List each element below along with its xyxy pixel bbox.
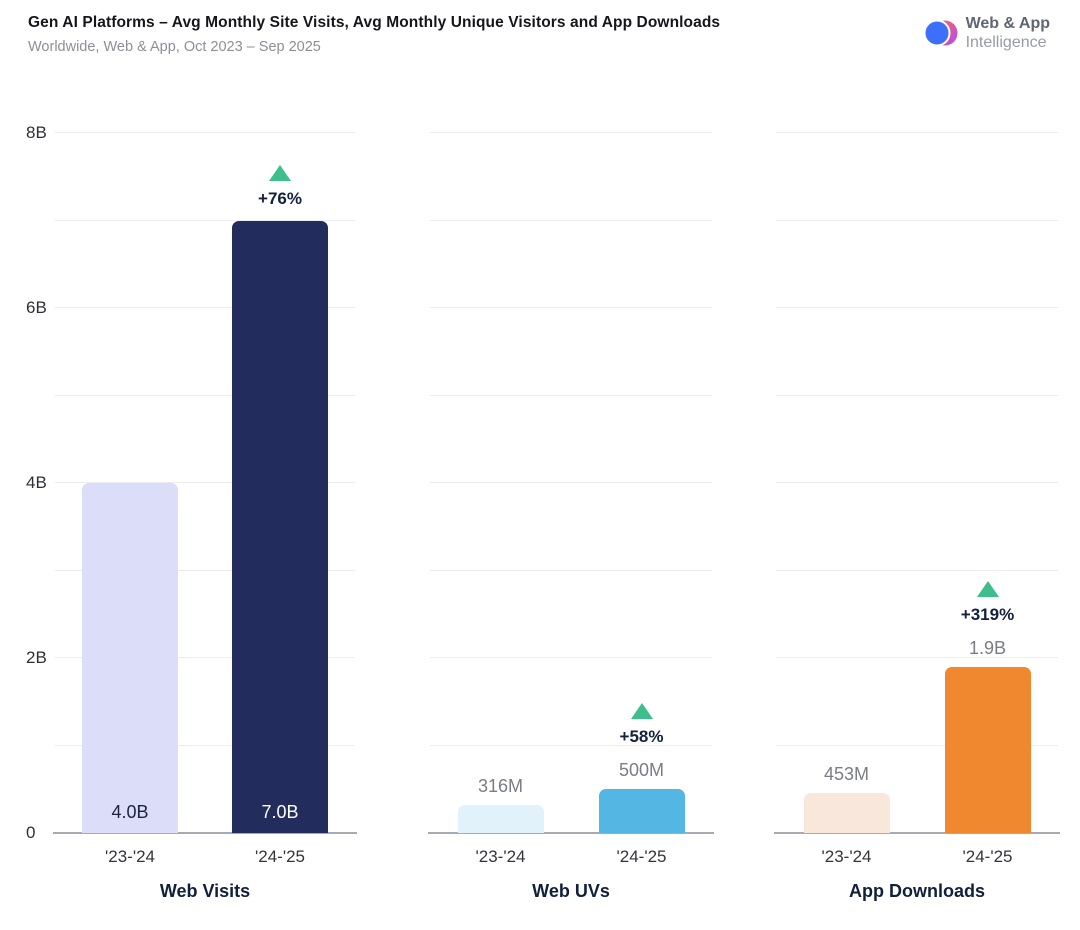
value-label: 500M [618,760,665,781]
value-label: 4.0B [111,802,149,822]
gridline [55,569,355,571]
brand-logo: Web & App Intelligence [923,14,1050,52]
gridline [55,132,355,133]
page-subtitle: Worldwide, Web & App, Oct 2023 – Sep 202… [28,39,321,55]
gridline [55,219,355,221]
chart-panel: 4.0B '23-'24 7.0B +76% '24-'25 Web Visits [53,132,357,901]
gridline [55,744,355,746]
y-axis-tick-label: 2B [26,648,47,667]
gridline [55,394,355,396]
growth-triangle-icon [269,164,291,181]
value-label: 453M [823,764,870,785]
gridline [430,307,712,308]
gridline [55,482,355,483]
plot-area: 316M '23-'24 500M +58% '24-'25 [428,132,714,866]
gridline [430,394,712,396]
x-axis-line [53,832,357,834]
chart-area: 0 2B 4B 6B 8B 4.0B '23-'24 7.0B +76% '24-'25 Web… [0,123,1080,923]
panel-title: Web UVs [532,881,610,901]
gridline [430,482,712,483]
x-axis-label: '23-'24 [821,847,872,866]
x-axis-label: '24-'25 [962,847,1013,866]
y-axis: 0 2B 4B 6B 8B [26,123,56,842]
gridline [776,307,1058,308]
chart-panel: 316M '23-'24 500M +58% '24-'25 Web UVs [428,132,714,901]
x-axis-line [428,832,714,834]
bar-slot: 316M '23-'24 [430,133,571,866]
panel-title: App Downloads [849,881,985,901]
logo-text-line2: Intelligence [965,34,1047,51]
brand-logo-text: Web & App Intelligence [966,14,1050,52]
chart-panel: 453M '23-'24 1.9B +319% '24-'25 App Download… [774,132,1060,901]
y-axis-tick-label: 0 [26,823,36,842]
bar-slot: 500M +58% '24-'25 [571,133,712,866]
bar [803,793,890,833]
change-percentage-label: +58% [619,727,664,747]
gridline [776,657,1058,658]
brand-logo-icon [923,19,958,47]
value-label: 316M [477,776,524,797]
gridline [430,569,712,571]
change-percentage-label: +76% [258,188,302,208]
gridline [430,132,712,133]
gridline [55,307,355,308]
y-axis-tick-label: 8B [26,123,47,142]
x-axis-label: '24-'25 [255,847,305,866]
x-axis-label: '24-'25 [616,847,667,866]
gridline [55,657,355,658]
bar-slot: 7.0B +76% '24-'25 [205,133,355,866]
gridline [430,657,712,658]
gridline [430,744,712,746]
plot-area: 4.0B '23-'24 7.0B +76% '24-'25 [53,132,357,866]
bar [457,805,544,833]
bar [944,666,1031,833]
x-axis-label: '23-'24 [475,847,526,866]
x-axis-line [774,832,1060,834]
plot-area: 453M '23-'24 1.9B +319% '24-'25 [774,132,1060,866]
bar [82,483,178,833]
y-axis-tick-label: 4B [26,473,47,492]
gridline [430,219,712,221]
value-label: 1.9B [968,637,1007,658]
panel-title: Web Visits [159,881,251,901]
bar [232,220,328,833]
growth-triangle-icon [976,580,999,597]
gridline [776,482,1058,483]
bar [598,789,685,833]
change-percentage-label: +319% [960,604,1015,624]
y-axis-tick-label: 6B [26,298,47,317]
bar-slot: 453M '23-'24 [776,133,917,866]
gridline [776,744,1058,746]
gridline [776,394,1058,396]
page-title: Gen AI Platforms – Avg Monthly Site Visi… [28,14,721,31]
gridline [776,219,1058,221]
growth-triangle-icon [630,703,653,720]
x-axis-label: '23-'24 [105,847,155,866]
bar-slot: 1.9B +319% '24-'25 [917,133,1058,866]
logo-text-line1: Web & App [965,15,1050,32]
value-label: 7.0B [261,802,299,822]
bar-slot: 4.0B '23-'24 [55,133,205,866]
gridline [776,569,1058,571]
gridline [776,132,1058,133]
